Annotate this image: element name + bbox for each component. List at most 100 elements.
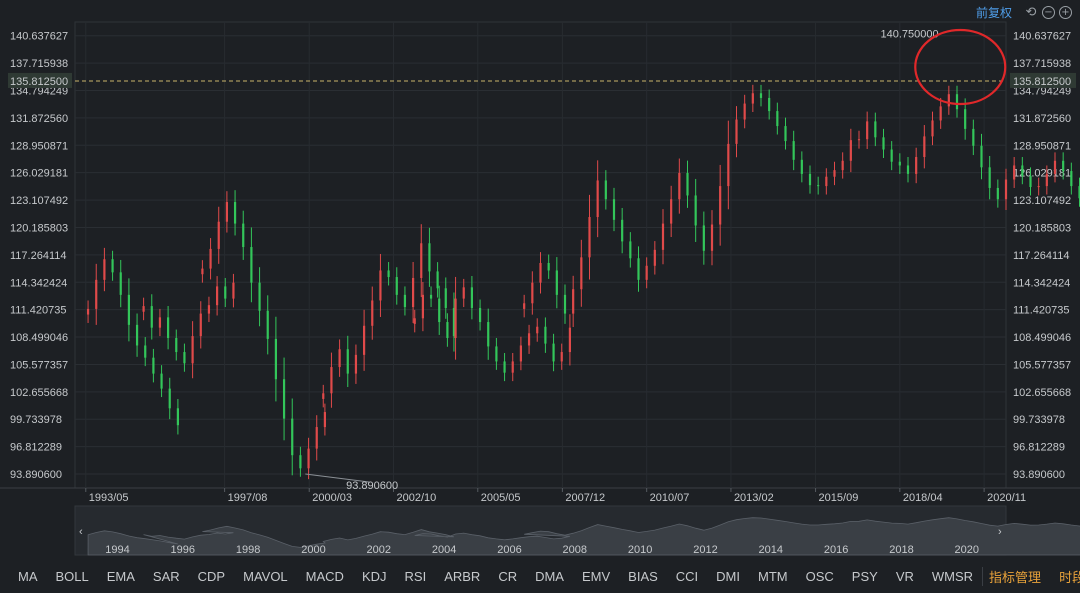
candle-body [119, 272, 122, 295]
restore-mode-button[interactable]: 前复权 [975, 5, 1012, 20]
candle-body [743, 103, 746, 120]
candle-body [191, 336, 194, 364]
highlight-circle [914, 28, 1007, 106]
y-tick-label-left: 120.185803 [10, 222, 68, 234]
candle-body [207, 305, 211, 314]
candle-body [199, 313, 202, 337]
y-tick-label-right: 140.637627 [1013, 31, 1071, 43]
y-tick-label-left: 128.950871 [10, 140, 68, 152]
min-price-pointer [305, 473, 370, 483]
candle-body [242, 223, 245, 248]
candle-body [980, 145, 983, 168]
navigator-year-label: 2004 [432, 544, 456, 556]
candle-body [710, 224, 714, 251]
candle-body [462, 287, 465, 299]
indicator-kdj[interactable]: KDJ [361, 568, 387, 584]
candle-body [338, 349, 341, 368]
candle-body [413, 318, 416, 324]
y-tick-label-left: 99.733978 [10, 414, 62, 426]
candle-body [882, 137, 885, 150]
candle-body [547, 262, 550, 271]
zoom-out-icon[interactable]: − [1042, 5, 1055, 19]
y-tick-label-right: 102.655668 [1013, 387, 1071, 399]
navigator-left-handle: ‹ [79, 526, 83, 538]
candle-body [444, 288, 447, 308]
indicator-wmsr[interactable]: WMSR [931, 568, 974, 584]
indicator-rsi[interactable]: RSI [404, 568, 427, 584]
indicator-macd[interactable]: MACD [305, 568, 344, 584]
candle-body [429, 294, 433, 299]
indicator-ma[interactable]: MA [18, 568, 38, 584]
candle-body [519, 345, 522, 362]
candle-body [645, 265, 648, 280]
candle-body [939, 106, 942, 121]
indicator-bias[interactable]: BIAS [628, 568, 658, 584]
price-chart[interactable]: 140.637627 140.637627 137.715938 137.715938… [0, 0, 1080, 563]
indicator-arbr[interactable]: ARBR [444, 568, 481, 584]
indicator-bar: MA BOLL EMA SAR CDP MAVOL MACD KDJ RSI ARBR CR DMA E… [0, 563, 1080, 589]
candle-body [291, 418, 294, 456]
indicator-sar[interactable]: SAR [152, 568, 180, 584]
indicator-vr[interactable]: VR [895, 568, 914, 584]
indicator-emv[interactable]: EMV [581, 568, 611, 584]
candle-body [1062, 160, 1065, 172]
candle-body [379, 270, 382, 301]
indicator-dmi[interactable]: DMI [716, 568, 741, 584]
candle-body [539, 262, 542, 283]
candle-body [363, 325, 366, 355]
candle-body [735, 119, 738, 144]
navigator-year-label: 1996 [171, 544, 195, 556]
candle-body [209, 248, 212, 269]
indicator-dma[interactable]: DMA [535, 568, 564, 584]
candle-body [299, 455, 302, 469]
candle-body [452, 307, 456, 337]
candle-body [768, 97, 771, 112]
y-tick-label-right: 137.715938 [1013, 58, 1071, 70]
candle-body [996, 187, 999, 200]
candle-body [629, 241, 632, 259]
candle-body [727, 143, 730, 187]
indicator-ema[interactable]: EMA [106, 568, 135, 584]
y-tick-label-left: 140.637627 [10, 31, 68, 43]
y-tick-label-right: 111.420735 [1013, 305, 1069, 317]
indicator-cr[interactable]: CR [498, 568, 518, 584]
indicator-mavol[interactable]: MAVOL [243, 568, 288, 584]
y-tick-label-left: 114.342424 [10, 277, 67, 289]
indicator-mtm[interactable]: MTM [758, 568, 788, 584]
candle-body [751, 93, 754, 104]
candle-body [233, 202, 237, 224]
indicator-psy[interactable]: PSY [851, 568, 878, 584]
candle-body [266, 310, 269, 339]
candle-body [454, 298, 457, 338]
y-tick-label-left: 126.029181 [10, 168, 68, 180]
navigator-year-label: 2010 [628, 544, 652, 556]
candle-body [817, 185, 820, 187]
y-tick-label-right: 105.577357 [1013, 359, 1071, 371]
candle-body [1070, 171, 1073, 187]
current-price-tag-left [8, 72, 72, 88]
zoom-in-icon[interactable]: + [1059, 5, 1072, 19]
x-tick-label: 2002/10 [397, 492, 437, 504]
candle-body [216, 286, 219, 306]
y-tick-label-right: 126.029181 [1013, 168, 1071, 180]
candle-body [103, 259, 106, 280]
indicator-osc[interactable]: OSC [805, 568, 834, 584]
candle-body [776, 111, 779, 127]
undo-icon[interactable]: ⟲ [1025, 4, 1037, 20]
indicator-boll[interactable]: BOLL [55, 568, 89, 584]
candle-body [596, 180, 599, 218]
candle-body [1045, 173, 1048, 187]
indicator-manage-button[interactable]: 指标管理 [982, 566, 1050, 586]
y-tick-label-right: 131.872560 [1013, 113, 1071, 125]
candle-body [395, 277, 398, 295]
y-tick-label-left: 93.890600 [10, 469, 62, 481]
candle-body [160, 373, 163, 389]
y-tick-label-left: 102.655668 [10, 387, 68, 399]
candle-body [387, 270, 390, 278]
indicator-cci[interactable]: CCI [675, 568, 699, 584]
x-tick-label: 2007/12 [565, 492, 605, 504]
candle-body [167, 317, 170, 338]
period-button[interactable]: 时段 [1059, 569, 1080, 585]
indicator-cdp[interactable]: CDP [197, 568, 226, 584]
candle-body [330, 367, 333, 394]
